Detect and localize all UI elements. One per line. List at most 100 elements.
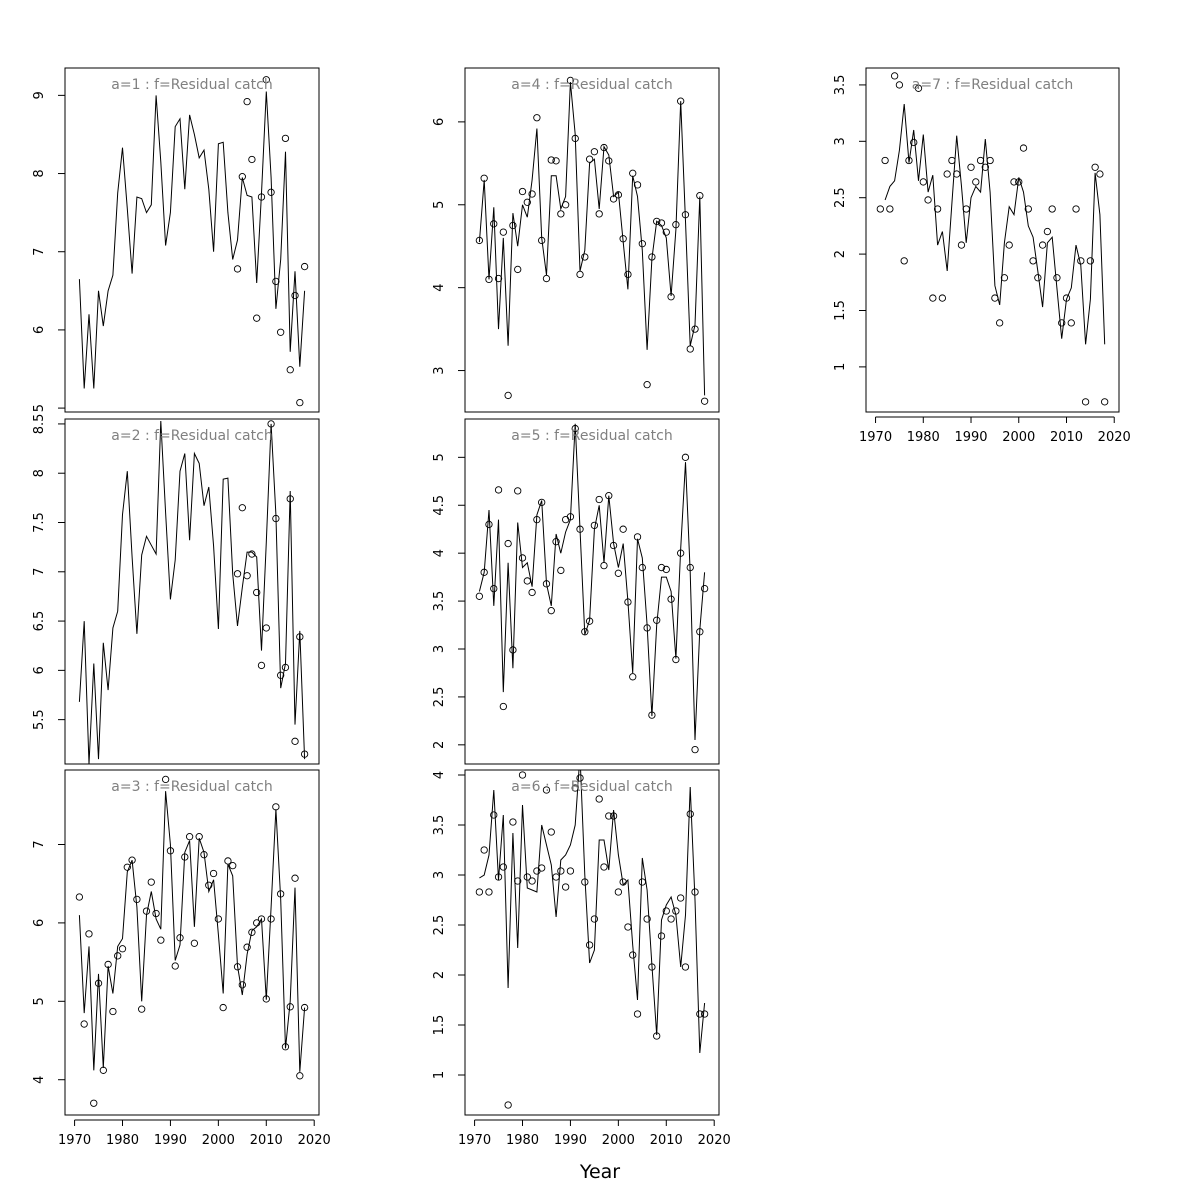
y-tick-label: 2 bbox=[432, 741, 447, 749]
data-point bbox=[233, 570, 242, 578]
data-point bbox=[209, 869, 218, 878]
data-point bbox=[595, 495, 603, 504]
y-tick-label: 5 bbox=[432, 201, 447, 209]
data-point bbox=[542, 274, 551, 283]
data-point bbox=[1096, 170, 1104, 178]
data-point bbox=[161, 775, 170, 784]
data-point bbox=[557, 867, 565, 875]
data-point bbox=[929, 294, 937, 302]
x-tick-label: 2010 bbox=[250, 1133, 283, 1148]
x-tick-label: 2020 bbox=[1098, 430, 1131, 445]
data-point bbox=[677, 894, 685, 902]
y-tick-label: 8.5 bbox=[32, 414, 47, 435]
data-point bbox=[948, 156, 956, 165]
data-point bbox=[475, 236, 484, 245]
data-point bbox=[142, 907, 151, 915]
data-point bbox=[585, 941, 594, 949]
data-point bbox=[561, 515, 570, 524]
data-point bbox=[253, 588, 261, 597]
data-point bbox=[485, 888, 493, 896]
data-point bbox=[1086, 257, 1095, 265]
series-line bbox=[78, 791, 306, 1072]
data-point bbox=[677, 97, 685, 105]
series-line bbox=[884, 104, 1106, 345]
y-tick-label: 3 bbox=[432, 645, 447, 653]
data-point bbox=[257, 915, 266, 923]
panel-data bbox=[876, 72, 1109, 406]
x-tick-label: 2000 bbox=[1002, 430, 1035, 445]
data-point bbox=[80, 1020, 88, 1028]
data-point bbox=[277, 328, 285, 336]
series-line bbox=[478, 423, 706, 741]
data-point bbox=[1019, 144, 1028, 152]
data-point bbox=[480, 568, 488, 576]
data-point bbox=[972, 178, 980, 186]
data-point bbox=[962, 205, 970, 213]
data-point bbox=[967, 163, 975, 171]
data-point bbox=[547, 828, 555, 836]
x-tick-label: 1990 bbox=[954, 430, 987, 445]
x-tick-label: 2010 bbox=[650, 1133, 683, 1148]
data-point bbox=[638, 563, 646, 572]
data-point bbox=[981, 163, 989, 171]
y-tick-label: 3 bbox=[432, 366, 447, 374]
y-tick-label: 6 bbox=[32, 326, 47, 334]
data-point bbox=[243, 97, 251, 106]
data-point bbox=[504, 1101, 512, 1109]
data-point bbox=[281, 134, 290, 143]
data-point bbox=[229, 862, 237, 870]
panel-title: a=5 : f=Residual catch bbox=[511, 428, 672, 444]
data-point bbox=[609, 812, 618, 820]
data-point bbox=[552, 873, 560, 881]
data-point bbox=[272, 514, 280, 523]
data-point bbox=[253, 919, 261, 927]
data-point bbox=[157, 936, 165, 944]
panel-title: a=2 : f=Residual catch bbox=[111, 428, 272, 444]
data-point bbox=[166, 847, 175, 855]
y-tick-label: 4 bbox=[432, 771, 447, 779]
data-point bbox=[629, 673, 637, 681]
data-point bbox=[924, 196, 932, 204]
y-tick-label: 3.5 bbox=[432, 815, 447, 836]
data-point bbox=[518, 187, 527, 196]
data-point bbox=[1077, 257, 1085, 265]
data-point bbox=[653, 1032, 661, 1040]
data-point bbox=[619, 235, 627, 243]
data-point bbox=[653, 217, 661, 225]
panel-data bbox=[475, 770, 709, 1109]
data-point bbox=[528, 588, 536, 597]
data-point bbox=[291, 291, 299, 300]
data-point bbox=[533, 867, 541, 875]
data-point bbox=[566, 513, 575, 521]
data-point bbox=[919, 178, 927, 186]
data-point bbox=[590, 521, 599, 530]
data-point bbox=[619, 525, 627, 533]
data-point bbox=[633, 1010, 642, 1018]
data-point bbox=[561, 883, 570, 891]
data-point bbox=[890, 72, 899, 80]
data-point bbox=[638, 878, 646, 886]
data-point bbox=[99, 1066, 107, 1074]
data-point bbox=[633, 533, 642, 541]
panel-5: 2 2.5 3 3.5 4 4.5 5 a=5 : f=Residual catch bbox=[432, 418, 720, 765]
data-point bbox=[490, 584, 498, 593]
data-point bbox=[681, 453, 690, 461]
data-point bbox=[94, 979, 103, 987]
panel-frame bbox=[64, 769, 320, 1116]
panel-4: 3 4 5 6 a=4 : f=Residual catch bbox=[432, 67, 720, 413]
data-point bbox=[286, 495, 294, 503]
data-point bbox=[1062, 294, 1071, 302]
data-point bbox=[876, 205, 884, 213]
y-tick-label: 1.5 bbox=[833, 300, 848, 321]
data-point bbox=[1029, 257, 1037, 265]
x-tick-label: 1970 bbox=[859, 430, 892, 445]
data-point bbox=[200, 851, 208, 859]
y-tick-label: 1.5 bbox=[432, 1015, 447, 1036]
data-point bbox=[595, 210, 603, 218]
x-tick-label: 2010 bbox=[1050, 430, 1083, 445]
data-point bbox=[533, 515, 541, 524]
data-point bbox=[494, 873, 503, 881]
data-point bbox=[138, 1005, 146, 1013]
data-point bbox=[514, 265, 522, 274]
data-point bbox=[691, 325, 699, 333]
